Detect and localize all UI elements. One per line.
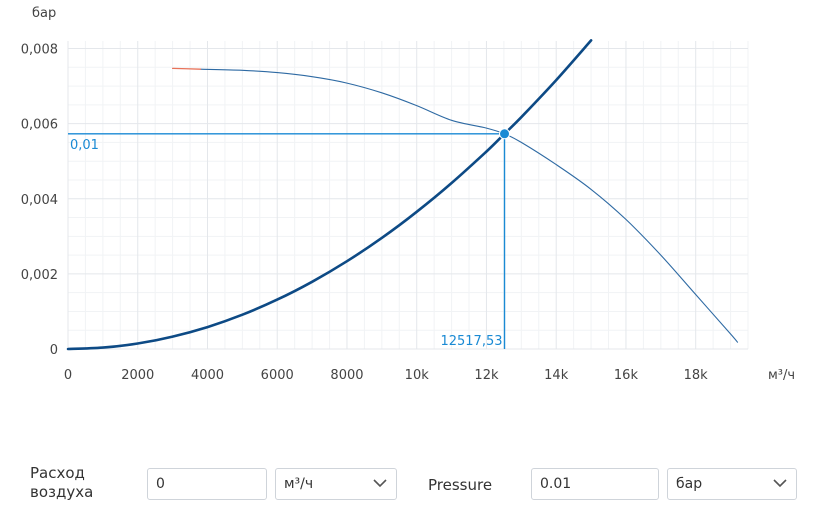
airflow-label-line1: Расход	[30, 464, 85, 482]
pressure-flow-chart: 0,01 12517,53 0 2000 4000 6000 8000 10k 12k 14k 1…	[21, 6, 795, 383]
pressure-unit-select[interactable]: бар	[667, 468, 797, 500]
x-tick-label: 2000	[121, 368, 154, 383]
y-tick-label: 0,006	[21, 118, 58, 133]
y-unit-label: бар	[32, 6, 56, 21]
operating-point-y-label: 0,01	[70, 138, 99, 153]
x-tick-label: 16k	[614, 368, 639, 383]
x-unit-label: м³/ч	[768, 368, 795, 383]
y-tick-label: 0,004	[21, 193, 58, 208]
pressure-unit-value: бар	[676, 476, 703, 492]
y-tick-label: 0,008	[21, 43, 58, 58]
y-tick-label: 0,002	[21, 268, 58, 283]
minor-grid	[68, 41, 749, 349]
x-tick-label: 8000	[330, 368, 363, 383]
x-tick-label: 18k	[684, 368, 709, 383]
x-tick-label: 4000	[191, 368, 224, 383]
operating-point-x-label: 12517,53	[440, 334, 502, 349]
airflow-label: Расход воздуха	[30, 464, 93, 502]
airflow-label-line2: воздуха	[30, 483, 94, 501]
operating-point-marker	[499, 128, 511, 140]
y-tick-label: 0	[50, 343, 58, 358]
operating-point-layer: 0,01 12517,53	[68, 128, 511, 349]
x-tick-label: 6000	[261, 368, 294, 383]
airflow-unit-value: м³/ч	[284, 476, 314, 492]
x-tick-label: 12k	[474, 368, 499, 383]
x-tick-label: 0	[64, 368, 72, 383]
chevron-down-icon	[373, 479, 387, 488]
tick-labels: 0 2000 4000 6000 8000 10k 12k 14k 16k 18k 0 0,002 0,…	[21, 43, 708, 383]
x-tick-label: 10k	[405, 368, 430, 383]
input-panel: Расход воздуха 0 м³/ч Pressure 0.01 бар	[0, 460, 825, 510]
chevron-down-icon	[773, 479, 787, 488]
fan-curve-line	[199, 68, 739, 343]
system-curve-line	[66, 39, 593, 351]
pressure-input[interactable]: 0.01	[531, 468, 659, 500]
fan-curve-extension-line	[171, 67, 202, 70]
major-grid	[67, 41, 748, 350]
airflow-unit-select[interactable]: м³/ч	[275, 468, 397, 500]
pressure-label: Pressure	[428, 476, 493, 494]
x-tick-label: 14k	[544, 368, 569, 383]
series-layer	[66, 39, 739, 351]
airflow-input[interactable]: 0	[147, 468, 267, 500]
